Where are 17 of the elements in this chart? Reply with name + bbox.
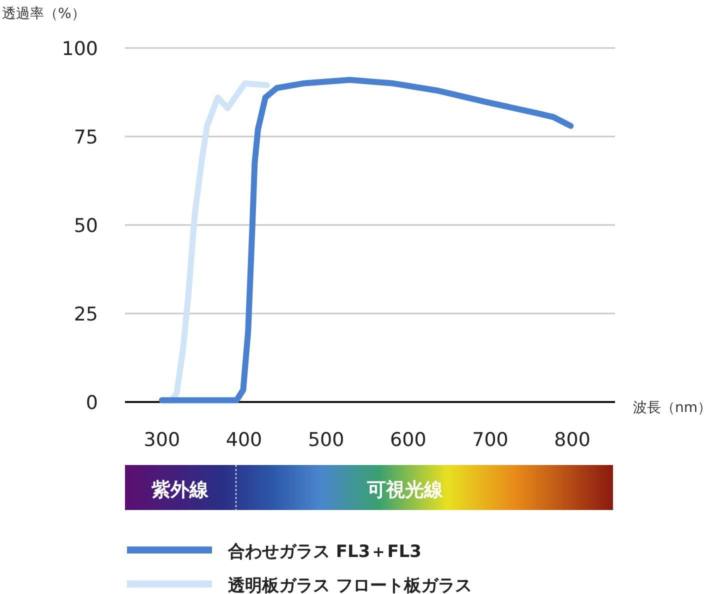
- text: 可視光線: [366, 479, 444, 501]
- x-axis-title: 波長（nm）: [633, 400, 712, 416]
- y-tick-label: 50: [74, 215, 98, 237]
- y-tick-label: 0: [86, 392, 98, 414]
- y-axis-title: 透過率（%）: [2, 6, 86, 22]
- x-tick-label: 700: [472, 429, 508, 451]
- y-tick-label: 75: [74, 126, 98, 148]
- x-tick-label: 800: [554, 429, 590, 451]
- x-tick-label: 400: [226, 429, 262, 451]
- x-tick-label: 600: [390, 429, 426, 451]
- y-tick-label: 100: [62, 38, 98, 60]
- text: 紫外線: [150, 479, 210, 501]
- x-tick-label: 500: [308, 429, 344, 451]
- x-tick-label: 300: [144, 429, 180, 451]
- legend-label: 透明板ガラス フロート板ガラス: [227, 576, 472, 594]
- legend-label: 合わせガラス FL3＋FL3: [227, 542, 422, 562]
- y-tick-label: 25: [74, 304, 98, 326]
